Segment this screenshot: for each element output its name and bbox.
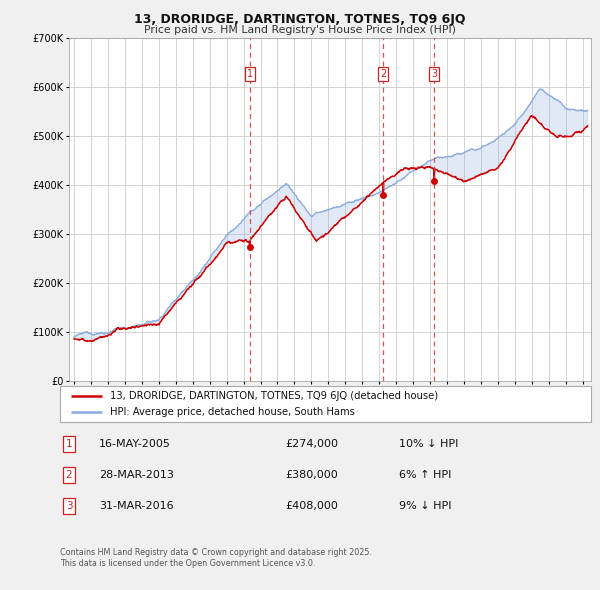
Text: HPI: Average price, detached house, South Hams: HPI: Average price, detached house, Sout… <box>110 407 355 417</box>
Text: 13, DRORIDGE, DARTINGTON, TOTNES, TQ9 6JQ (detached house): 13, DRORIDGE, DARTINGTON, TOTNES, TQ9 6J… <box>110 391 439 401</box>
Text: Price paid vs. HM Land Registry's House Price Index (HPI): Price paid vs. HM Land Registry's House … <box>144 25 456 35</box>
Text: This data is licensed under the Open Government Licence v3.0.: This data is licensed under the Open Gov… <box>60 559 316 568</box>
Text: 1: 1 <box>65 439 73 448</box>
Text: Contains HM Land Registry data © Crown copyright and database right 2025.: Contains HM Land Registry data © Crown c… <box>60 548 372 556</box>
Text: £380,000: £380,000 <box>285 470 338 480</box>
Text: 28-MAR-2013: 28-MAR-2013 <box>99 470 174 480</box>
Text: 3: 3 <box>431 69 437 79</box>
Text: 16-MAY-2005: 16-MAY-2005 <box>99 439 171 448</box>
Text: 2: 2 <box>380 69 386 79</box>
Text: 31-MAR-2016: 31-MAR-2016 <box>99 502 173 511</box>
Text: 13, DRORIDGE, DARTINGTON, TOTNES, TQ9 6JQ: 13, DRORIDGE, DARTINGTON, TOTNES, TQ9 6J… <box>134 13 466 26</box>
Text: £408,000: £408,000 <box>285 502 338 511</box>
Text: 2: 2 <box>65 470 73 480</box>
Text: 6% ↑ HPI: 6% ↑ HPI <box>399 470 451 480</box>
Text: £274,000: £274,000 <box>285 439 338 448</box>
Text: 1: 1 <box>247 69 253 79</box>
Text: 3: 3 <box>65 502 73 511</box>
Text: 10% ↓ HPI: 10% ↓ HPI <box>399 439 458 448</box>
FancyBboxPatch shape <box>60 386 591 422</box>
Text: 9% ↓ HPI: 9% ↓ HPI <box>399 502 452 511</box>
